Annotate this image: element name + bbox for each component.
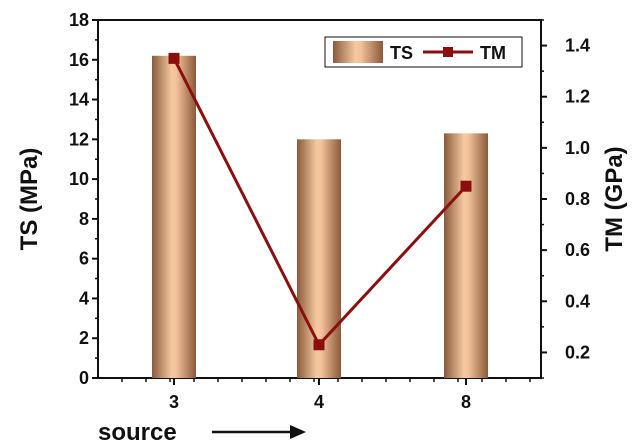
legend: TS TM <box>324 36 523 68</box>
y-right-tick-label: 1.0 <box>565 138 590 158</box>
y-left-tick-label: 6 <box>79 249 89 269</box>
bar-ts-8 <box>444 133 488 378</box>
y-right-tick-label: 1.4 <box>565 36 590 56</box>
point-tm-3 <box>168 52 180 64</box>
legend-marker-swatch <box>443 47 453 57</box>
y-right-tick-label: 0.8 <box>565 189 590 209</box>
y-axis-title-right: TM (GPa) <box>601 146 628 251</box>
x-axis-title: source <box>98 419 177 445</box>
y-left-tick-label: 4 <box>79 288 89 308</box>
legend-label-tm: TM <box>480 43 506 63</box>
legend-label-ts: TS <box>390 43 413 63</box>
x-tick-label: 4 <box>314 392 324 412</box>
y-left-tick-label: 16 <box>69 50 89 70</box>
y-right-tick-label: 1.2 <box>565 87 590 107</box>
y-left-tick-label: 18 <box>69 10 89 30</box>
point-tm-8 <box>460 180 472 192</box>
y-left-tick-label: 10 <box>69 169 89 189</box>
arrow-icon <box>212 425 306 439</box>
y-left-tick-label: 0 <box>79 368 89 388</box>
y-axis-title-left: TS (MPa) <box>16 148 43 251</box>
y-right-tick-label: 0.2 <box>565 342 590 362</box>
y-left-tick-label: 2 <box>79 328 89 348</box>
y-right-tick-label: 0.6 <box>565 240 590 260</box>
x-tick-label: 8 <box>461 392 471 412</box>
y-left-tick-label: 14 <box>69 90 89 110</box>
y-left-tick-label: 12 <box>69 129 89 149</box>
point-tm-4 <box>313 339 325 351</box>
bar-ts-3 <box>152 55 196 379</box>
legend-bar-swatch <box>333 41 383 63</box>
bar-ts-4 <box>297 139 341 378</box>
y-left-tick-label: 8 <box>79 209 89 229</box>
x-tick-label: 3 <box>169 392 179 412</box>
y-right-tick-label: 0.4 <box>565 291 590 311</box>
